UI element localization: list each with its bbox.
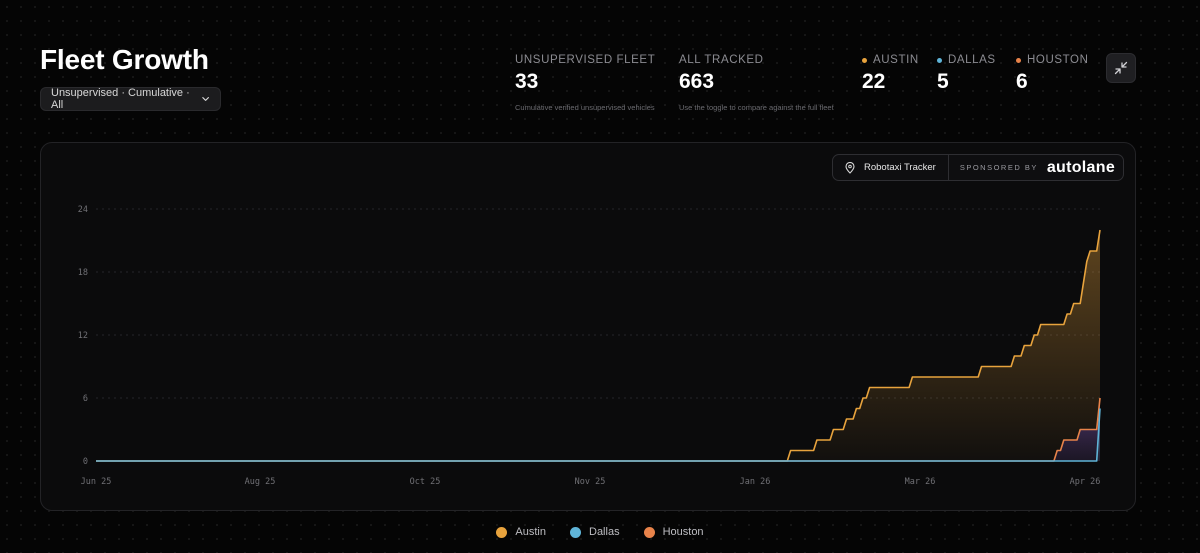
stat-value: 33 [515, 70, 539, 93]
stat-houston: HOUSTON 6 [1016, 54, 1089, 94]
x-tick-label: Oct 25 [410, 477, 441, 487]
series-line-houston [96, 397, 1101, 462]
sponsored-by-label: SPONSORED BY [959, 163, 1038, 172]
legend-item-houston[interactable]: Houston [643, 526, 704, 538]
stat-value: 663 [679, 70, 715, 93]
tracker-label: Robotaxi Tracker [864, 162, 936, 173]
austin-dot [862, 57, 867, 63]
stat-value: 6 [1016, 70, 1028, 93]
x-tick-label: Apr 26 [1070, 477, 1101, 487]
y-tick-label: 12 [78, 331, 88, 341]
stat-label: ALL TRACKED [679, 54, 764, 66]
legend-label: Houston [662, 526, 704, 538]
stat-unsupervised-fleet: UNSUPERVISED FLEET 33 Cumulative verifie… [515, 54, 655, 112]
legend-item-austin[interactable]: Austin [496, 526, 546, 538]
stat-value: 22 [862, 70, 886, 93]
stat-austin: AUSTIN 22 [862, 54, 919, 94]
houston-dot [1016, 57, 1021, 63]
stat-label: HOUSTON [1027, 54, 1089, 66]
y-tick-label: 18 [78, 268, 88, 278]
x-tick-label: Aug 25 [245, 477, 276, 487]
legend-label: Dallas [589, 526, 620, 538]
series-area-austin [96, 230, 1100, 461]
stat-value: 5 [937, 70, 949, 93]
stat-caption: Use the toggle to compare against the fu… [679, 103, 834, 112]
y-tick-label: 0 [83, 457, 88, 467]
stat-caption: Cumulative verified unsupervised vehicle… [515, 103, 655, 112]
dallas-dot [937, 57, 942, 63]
x-tick-label: Jun 25 [81, 477, 112, 487]
series-line-dallas [96, 408, 1101, 462]
stat-label: AUSTIN [873, 54, 919, 66]
stat-label: UNSUPERVISED FLEET [515, 54, 656, 66]
y-tick-label: 6 [83, 394, 88, 404]
series-line-austin [96, 229, 1101, 462]
sponsor-badge[interactable]: Robotaxi Tracker SPONSORED BY autolane [832, 154, 1124, 181]
legend-swatch [570, 526, 581, 538]
map-pin-icon [845, 161, 855, 174]
autolane-logo: autolane [1046, 158, 1116, 176]
y-tick-label: 24 [78, 205, 88, 215]
filter-label: Unsupervised · Cumulative · All [51, 87, 190, 111]
chevron-down-icon [202, 97, 209, 101]
collapse-button[interactable] [1106, 53, 1136, 83]
legend-item-dallas[interactable]: Dallas [570, 526, 620, 538]
collapse-icon [1114, 61, 1128, 75]
stat-dallas: DALLAS 5 [937, 54, 996, 94]
chart-legend: Austin Dallas Houston [0, 526, 1200, 538]
view-filter-dropdown[interactable]: Unsupervised · Cumulative · All [40, 87, 221, 111]
legend-swatch [643, 526, 655, 538]
legend-swatch [496, 526, 508, 538]
page-title: Fleet Growth [40, 44, 209, 75]
stat-all-tracked[interactable]: ALL TRACKED 663 Use the toggle to compar… [679, 54, 834, 112]
stat-label: DALLAS [948, 54, 996, 66]
x-tick-label: Mar 26 [905, 477, 936, 487]
x-tick-label: Jan 26 [740, 477, 771, 487]
x-tick-label: Nov 25 [575, 477, 606, 487]
legend-label: Austin [515, 526, 546, 538]
